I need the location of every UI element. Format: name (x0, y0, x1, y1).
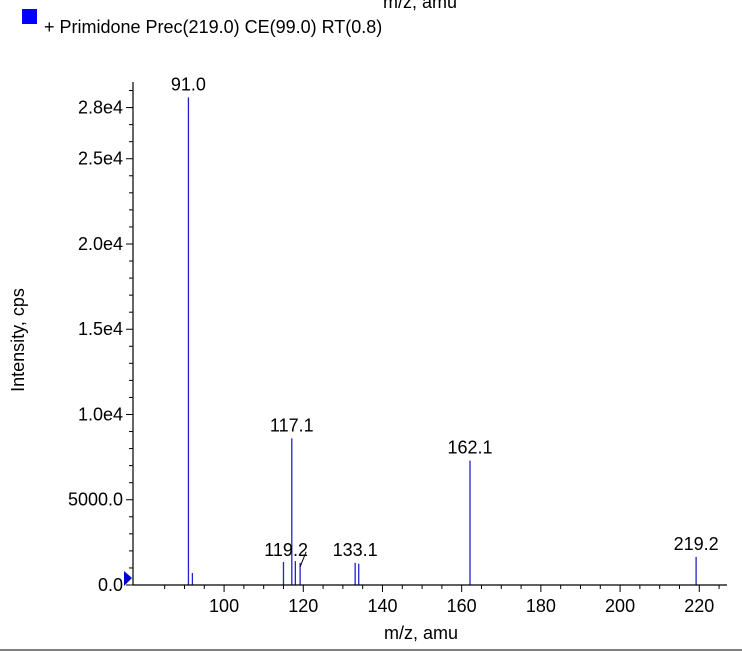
y-tick-label: 2.0e4 (78, 234, 123, 254)
x-tick-label: 100 (209, 596, 239, 616)
y-tick-label: 5000.0 (68, 490, 123, 510)
y-axis-ticks: 0.0 5000.0 1.0e4 1.5e4 2.0e4 2.5e4 2.8e4 (68, 90, 133, 595)
peak-label: 219.2 (674, 534, 719, 554)
peak-label: 117.1 (270, 415, 314, 435)
peak-label-leader (299, 551, 307, 568)
y-tick-label: 2.5e4 (78, 149, 123, 169)
x-tick-label: 200 (605, 596, 635, 616)
y-axis-title: Intensity, cps (8, 288, 28, 392)
y-tick-label: 0.0 (98, 575, 123, 595)
peak-labels: 91.0 117.1 119.2 133.1 162.1 219.2 (171, 74, 719, 568)
x-axis-ticks: 100 120 140 160 180 200 220 (164, 585, 720, 616)
x-tick-label: 140 (367, 596, 397, 616)
baseline-marker-icon[interactable] (124, 571, 132, 586)
peak-label: 119.2 (264, 540, 308, 560)
previous-chart-xlabel-cut: m/z, amu (383, 0, 457, 12)
y-tick-label: 2.8e4 (78, 98, 123, 118)
legend-swatch (22, 9, 37, 24)
peak-series (187, 97, 697, 585)
peak-label: 162.1 (447, 438, 492, 458)
x-tick-label: 180 (526, 596, 556, 616)
x-tick-label: 160 (447, 596, 477, 616)
peak-label: 91.0 (171, 74, 206, 94)
y-tick-label: 1.0e4 (78, 404, 123, 424)
y-tick-label: 1.5e4 (78, 319, 123, 339)
peak-label: 133.1 (333, 540, 378, 560)
x-tick-label: 220 (684, 596, 714, 616)
legend-label: + Primidone Prec(219.0) CE(99.0) RT(0.8) (44, 17, 382, 37)
x-axis-title: m/z, amu (384, 623, 458, 643)
x-tick-label: 120 (288, 596, 318, 616)
